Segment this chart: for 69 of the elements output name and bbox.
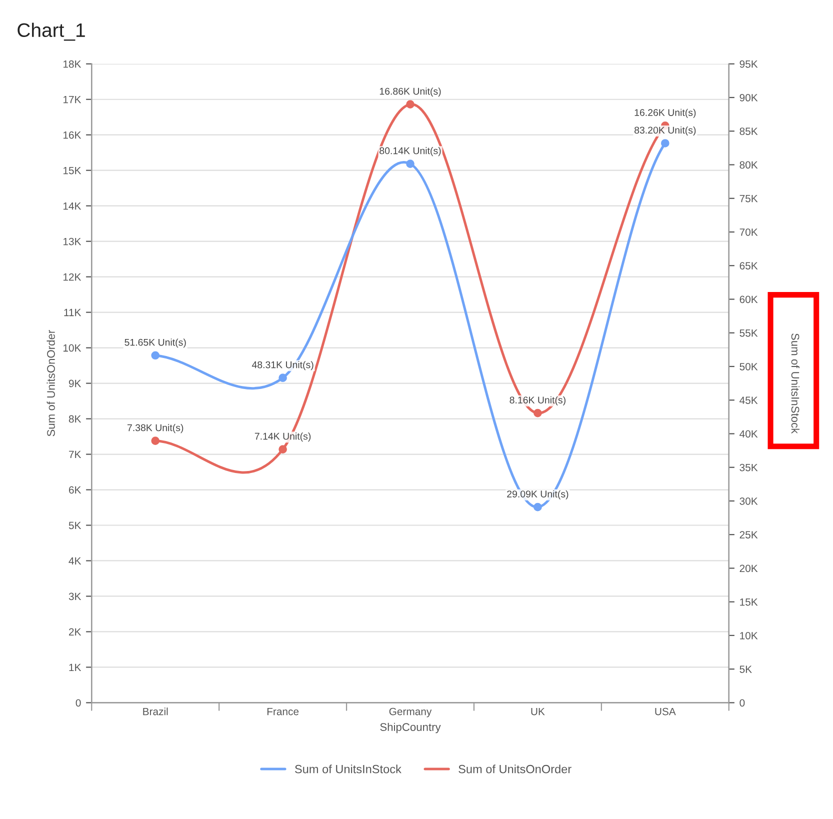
y2-tick-label: 45K: [740, 396, 758, 404]
y-tick-label: 13K: [63, 238, 82, 246]
y2-tick-label: 85K: [740, 128, 758, 136]
y-tick-label: 4K: [68, 557, 82, 565]
legend-label: Sum of UnitsInStock: [295, 764, 402, 774]
y2-tick-label: 80K: [740, 161, 758, 169]
y2-tick-label: 5K: [740, 666, 752, 673]
point: [151, 351, 160, 360]
y2-tick-label: 55K: [740, 329, 758, 337]
point: [534, 502, 542, 512]
data-label: 80.14K Unit(s): [380, 147, 441, 156]
x-tick-label: UK: [531, 708, 545, 716]
y2-tick-label: 90K: [740, 94, 758, 102]
data-label: 16.26K Unit(s): [634, 108, 696, 118]
x-tick-label: France: [267, 708, 299, 716]
data-label: 51.65K Unit(s): [124, 338, 186, 348]
y2-tick-label: 40K: [740, 430, 758, 438]
point: [278, 445, 287, 454]
point: [406, 160, 414, 168]
x-axis-title: ShipCountry: [380, 722, 441, 734]
point: [534, 408, 542, 418]
point: [151, 436, 160, 445]
y2-axis-title: Sum of UnitsInStock: [791, 333, 800, 434]
y-tick-label: 2K: [68, 628, 82, 636]
chart-title: Chart_1: [18, 22, 85, 41]
y-axis-title: Sum of UnitsOnOrder: [46, 330, 55, 436]
data-label: 8.16K Unit(s): [510, 396, 566, 406]
y-tick-label: 7K: [69, 450, 82, 458]
legend-label: Sum of UnitsOnOrder: [458, 764, 572, 774]
y-tick-label: 11K: [64, 308, 82, 316]
data-label: 48.31K Unit(s): [252, 361, 314, 370]
x-tick-label: Brazil: [143, 708, 168, 716]
y-tick-label: 12K: [63, 273, 82, 281]
y2-tick-label: 0: [740, 699, 745, 707]
y-tick-label: 5K: [68, 522, 82, 530]
y2-tick-label: 30K: [740, 497, 758, 505]
y-tick-label: 6K: [69, 486, 82, 494]
y-tick-label: 0: [76, 699, 81, 707]
data-label: 83.20K Unit(s): [634, 126, 696, 136]
point: [406, 100, 414, 109]
point: [278, 374, 287, 382]
y-tick-label: 10K: [63, 344, 82, 352]
data-label: 29.09K Unit(s): [507, 490, 568, 500]
data-label: 7.38K Unit(s): [127, 424, 184, 434]
y-tick-label: 14K: [63, 202, 82, 210]
y2-tick-label: 15K: [740, 598, 758, 606]
y2-tick-label: 25K: [740, 531, 758, 538]
y-tick-label: 16K: [63, 131, 82, 139]
y-tick-label: 9K: [68, 380, 82, 388]
y-tick-label: 1K: [69, 664, 82, 671]
y-tick-label: 8K: [68, 415, 82, 423]
x-tick-label: USA: [655, 708, 676, 716]
y-tick-label: 18K: [63, 60, 82, 68]
y2-tick-label: 65K: [740, 262, 758, 270]
y2-tick-label: 35K: [740, 464, 758, 472]
y2-tick-label: 70K: [740, 228, 758, 236]
point: [660, 139, 670, 148]
y2-tick-label: 75K: [740, 194, 758, 202]
y2-tick-label: 20K: [740, 564, 758, 572]
y2-tick-label: 10K: [740, 632, 758, 640]
y-tick-label: 17K: [63, 96, 82, 104]
y2-tick-label: 50K: [740, 362, 758, 370]
x-tick-label: Germany: [389, 708, 432, 718]
y-tick-label: 15K: [63, 166, 82, 174]
data-label: 16.86K Unit(s): [380, 88, 441, 97]
data-label: 7.14K Unit(s): [254, 432, 311, 442]
y2-tick-label: 95K: [740, 60, 758, 68]
y-tick-label: 3K: [68, 592, 82, 600]
y2-tick-label: 60K: [740, 296, 758, 304]
